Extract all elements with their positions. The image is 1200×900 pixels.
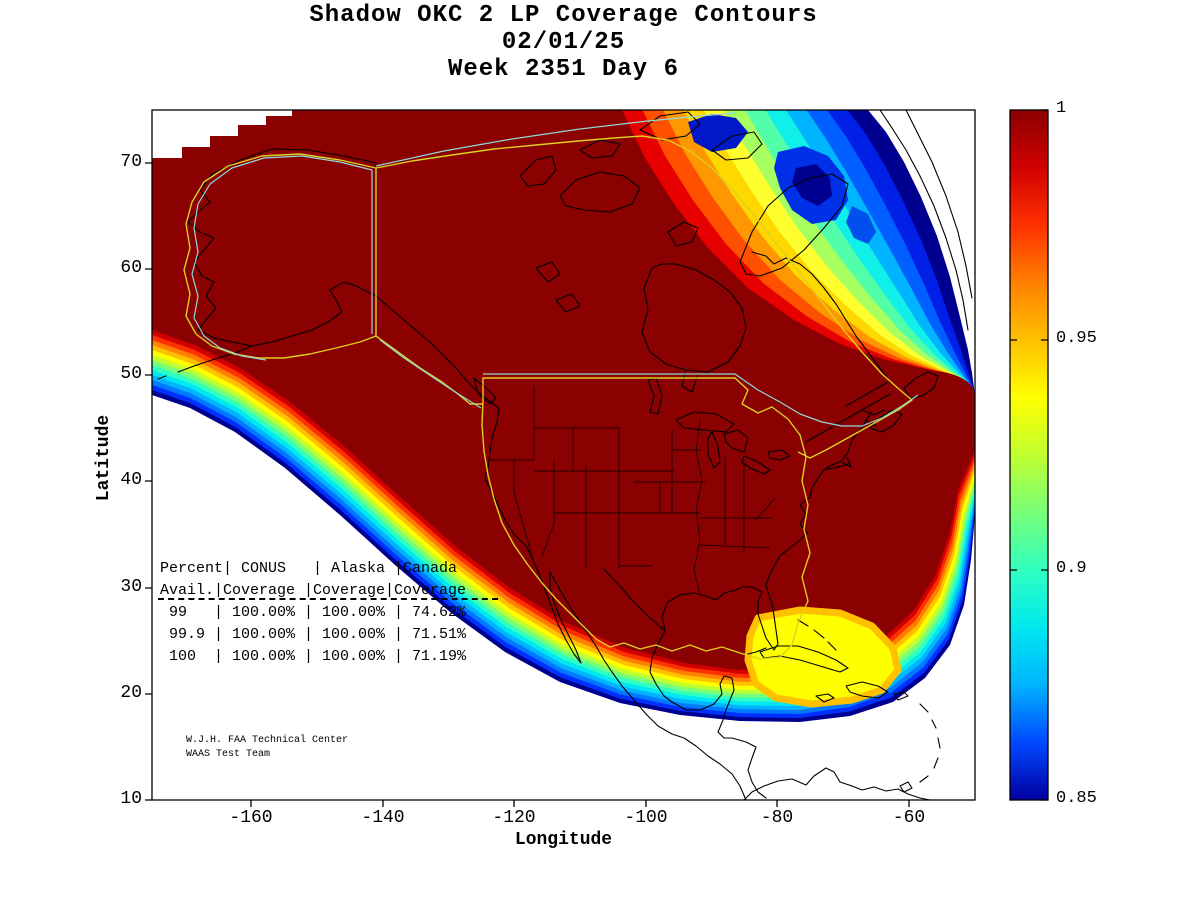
colorbar-tick-label: 0.9 [1056,559,1087,578]
florida-keys [747,647,767,655]
y-tick-label: 70 [120,152,142,172]
contour-band [688,114,748,152]
contour-band [744,606,902,708]
newfoundland [903,371,939,399]
y-axis-ticks [145,162,152,801]
baja-california [532,559,582,664]
y-tick-label: 10 [120,789,142,809]
bc-panhandle-coast [375,295,500,409]
x-tick-label: -120 [492,808,536,828]
x-tick-label: -60 [892,808,926,828]
plot-title: Shadow OKC 2 LP Coverage Contours [309,2,818,29]
contour-band [152,110,292,158]
cape-cod [842,457,852,468]
plot-border [151,109,976,801]
vancouver-island [473,377,497,405]
plot-week-day: Week 2351 Day 6 [447,56,680,83]
st-lawrence [805,381,891,443]
cuba [759,645,849,673]
mexico-pacific-coast [549,571,747,800]
alaska-coast [187,148,377,347]
stats-table-row: 99 | 100.00% | 100.00% | 74.62% [160,604,467,621]
greenland-coast [879,110,973,331]
x-axis-ticks [250,800,910,807]
arctic-islands [579,111,763,247]
lesser-antilles [919,703,941,783]
x-tick-label: -140 [361,808,405,828]
colorbar-border [1009,109,1049,801]
west-coast [484,407,534,561]
credit-line-1: W.J.H. FAA Technical Center [186,735,349,746]
plot-date: 02/01/25 [501,29,626,56]
baffin-island [739,173,849,277]
x-tick-label: -80 [760,808,794,828]
y-tick-label: 20 [120,683,142,703]
colorbar-ticks [1010,109,1048,801]
stats-table-row: 100 | 100.00% | 100.00% | 71.19% [160,648,467,665]
x-tick-label: -100 [624,808,668,828]
stats-table-row: 99.9 | 100.00% | 100.00% | 71.51% [160,626,467,643]
geo-footprint-lines [191,112,919,427]
colorbar-tick-label: 0.95 [1056,329,1097,348]
y-tick-label: 60 [120,258,142,278]
y-tick-label: 50 [120,364,142,384]
labrador-coast [751,251,891,383]
great-lakes [675,411,791,475]
colorbar-tick-label: 1 [1056,99,1067,118]
alaska-service-outline [183,153,377,359]
contour-band [868,110,975,396]
canada-service-outline [375,135,913,459]
stats-table-divider [158,598,498,600]
colorbar [1009,109,1049,801]
aleutian-peninsula [157,345,253,380]
stats-table-header-2: Avail.|Coverage |Coverage|Coverage [160,582,467,599]
state-borders [490,386,776,596]
credit-line-2: WAAS Test Team [186,749,271,760]
state-border-lines [490,386,776,596]
long-island [823,463,849,471]
south-america-coast [743,767,931,800]
x-tick-label: -160 [229,808,273,828]
alaska-geo-line [191,155,373,361]
contour-band [792,164,832,206]
mexico-gulf-yucatan-coast [649,630,767,799]
us-canada-border-line [483,373,919,427]
hispaniola-jamaica-pr [815,681,909,703]
florida-east-coast [765,411,873,651]
rio-grande-border [603,568,666,632]
y-tick-label: 40 [120,470,142,490]
colorbar-tick-label: 0.85 [1056,789,1097,808]
panhandle-geo-line [379,339,482,409]
banks-island [519,155,557,187]
panhandle-service-outline [375,335,483,405]
conus-service-outline [481,377,811,660]
y-tick-label: 30 [120,577,142,597]
plot-frame [145,109,976,807]
stats-table-header-1: Percent| CONUS | Alaska |Canada [160,560,458,577]
victoria-island [559,171,641,213]
contour-band [846,206,876,244]
x-axis-label: Longitude [514,830,613,850]
service-area-outlines [183,135,913,660]
colorbar-gradient [1010,110,1048,800]
us-gulf-coast [661,586,771,645]
contour-fills [152,110,975,722]
arctic-diagonal-line [375,112,737,167]
